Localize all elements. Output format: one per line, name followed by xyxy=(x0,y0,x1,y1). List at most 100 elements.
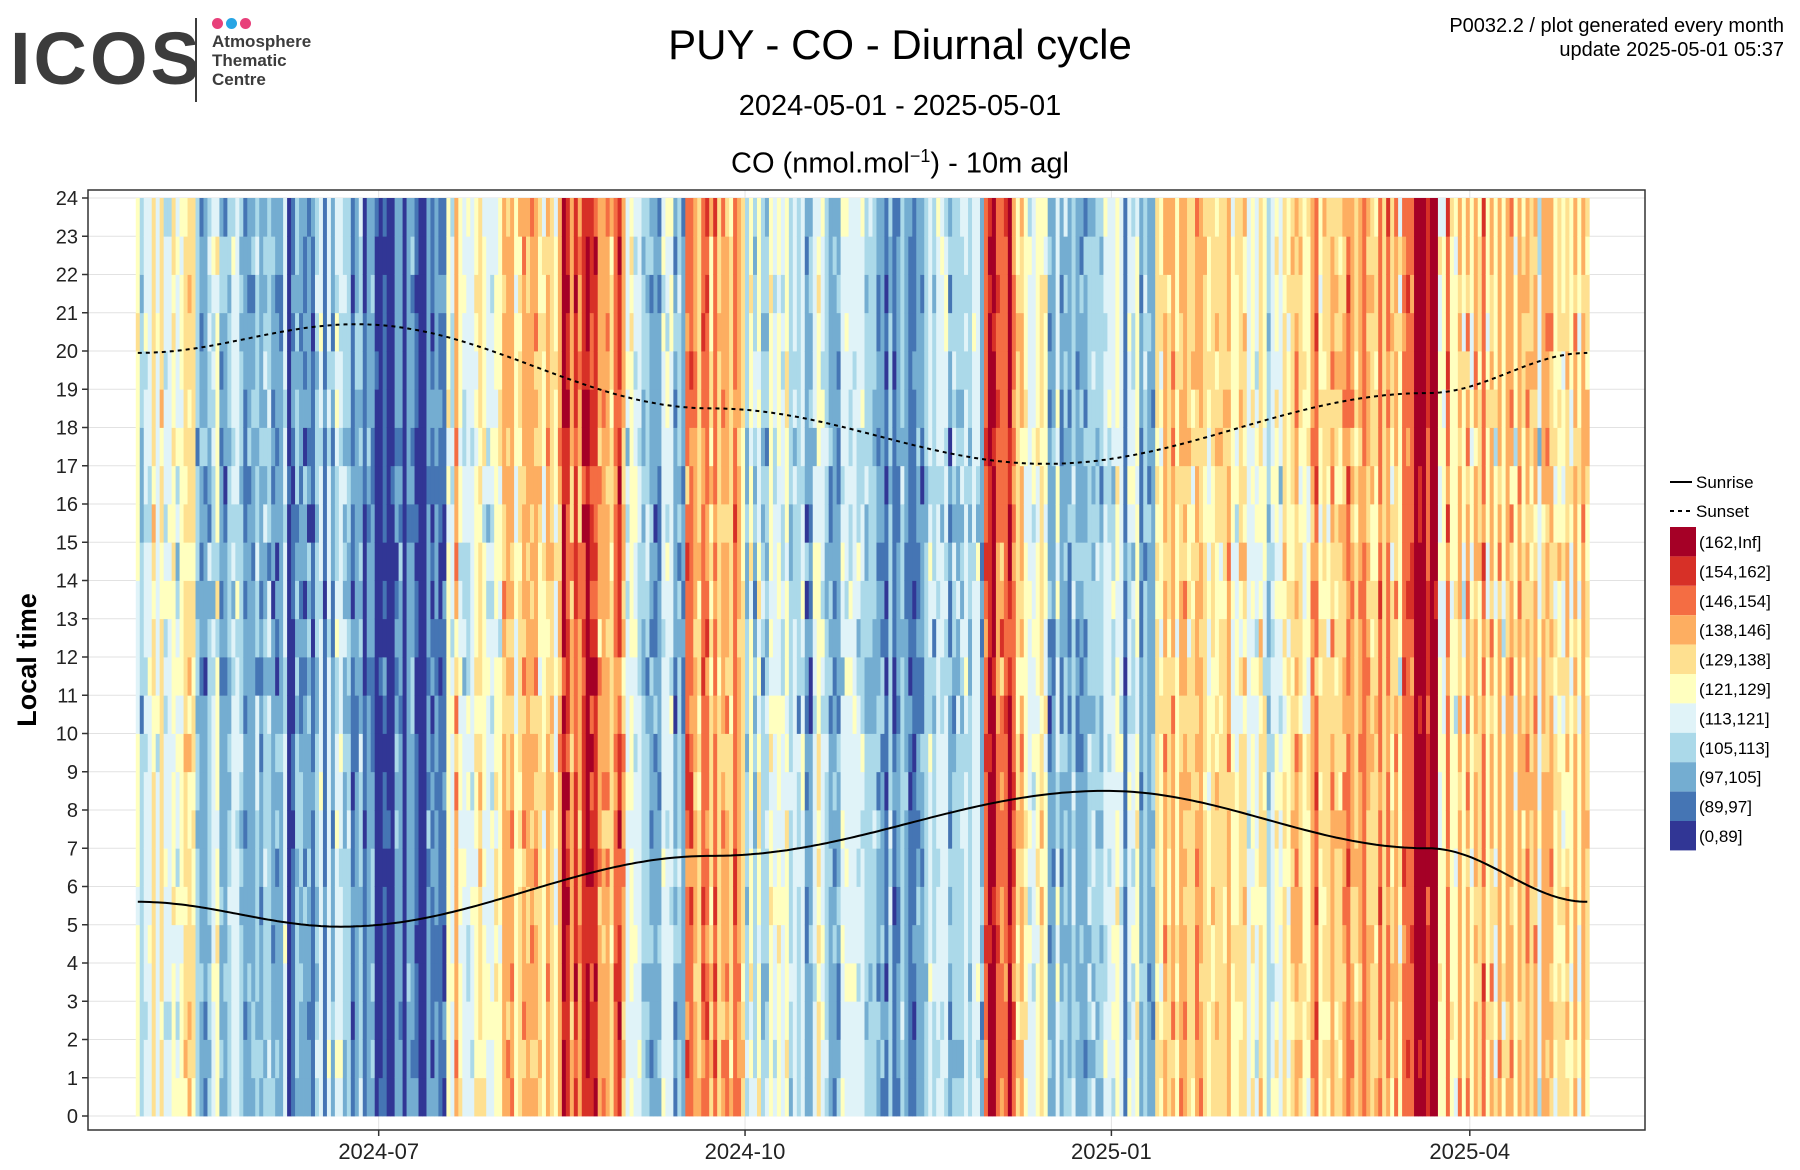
heatmap-cell xyxy=(581,886,587,926)
heatmap-cell xyxy=(474,848,479,887)
heatmap-cell xyxy=(597,1001,603,1040)
heatmap-cell xyxy=(569,542,575,581)
heatmap-cell xyxy=(677,771,682,811)
heatmap-cell xyxy=(279,236,284,275)
heatmap-cell xyxy=(661,580,666,620)
heatmap-cell xyxy=(135,771,141,811)
heatmap-cell xyxy=(406,1001,411,1040)
heatmap-cell xyxy=(458,886,463,926)
heatmap-cell xyxy=(685,810,690,849)
heatmap-cell xyxy=(928,810,933,849)
heatmap-cell xyxy=(374,427,380,467)
heatmap-cell xyxy=(693,580,698,620)
heatmap-cell xyxy=(502,733,507,773)
heatmap-cell xyxy=(737,542,742,581)
heatmap-cell xyxy=(502,810,507,849)
heatmap-cell xyxy=(717,695,722,734)
heatmap-cell xyxy=(653,198,658,237)
heatmap-cell xyxy=(275,389,280,428)
heatmap-cell xyxy=(681,695,686,734)
heatmap-cell xyxy=(470,504,475,543)
heatmap-cell xyxy=(613,886,619,926)
heatmap-cell xyxy=(860,848,865,887)
heatmap-cell xyxy=(756,465,762,505)
heatmap-cell xyxy=(541,351,547,390)
heatmap-cell xyxy=(295,1077,300,1117)
heatmap-cell xyxy=(139,886,145,926)
heatmap-cell xyxy=(705,198,710,237)
heatmap-cell xyxy=(179,771,184,811)
heatmap-cell xyxy=(370,198,376,237)
heatmap-cell xyxy=(243,963,248,1002)
heatmap-cell xyxy=(573,810,579,849)
heatmap-cell xyxy=(545,886,551,926)
heatmap-cell xyxy=(410,733,415,773)
heatmap-cell xyxy=(430,427,435,467)
plot-id-line: P0032.2 / plot generated every month xyxy=(1449,15,1784,37)
heatmap-cell xyxy=(322,886,328,926)
heatmap-cell xyxy=(912,542,917,581)
heatmap-cell xyxy=(438,924,443,964)
heatmap-cell xyxy=(932,542,937,581)
heatmap-cell xyxy=(151,274,157,314)
heatmap-cell xyxy=(928,1001,933,1040)
heatmap-cell xyxy=(402,1039,407,1079)
heatmap-cell xyxy=(884,886,889,926)
heatmap-cell xyxy=(490,771,495,811)
heatmap-cell xyxy=(892,504,897,543)
heatmap-cell xyxy=(617,963,623,1002)
heatmap-cell xyxy=(637,733,642,773)
heatmap-cell xyxy=(593,1001,599,1040)
heatmap-cell xyxy=(577,312,583,352)
heatmap-cell xyxy=(669,886,674,926)
heatmap-cell xyxy=(884,351,889,390)
heatmap-cell xyxy=(880,963,885,1002)
heatmap-cell xyxy=(255,236,260,275)
heatmap-cell xyxy=(900,198,905,237)
heatmap-cell xyxy=(530,657,535,696)
heatmap-cell xyxy=(812,963,818,1002)
heatmap-cell xyxy=(880,695,885,734)
heatmap-cell xyxy=(303,312,308,352)
heatmap-cell xyxy=(414,274,419,314)
heatmap-cell xyxy=(641,236,646,275)
heatmap-cell xyxy=(175,542,180,581)
heatmap-cell xyxy=(729,504,734,543)
heatmap-cell xyxy=(386,963,392,1002)
heatmap-cell xyxy=(350,580,356,620)
heatmap-cell xyxy=(916,504,921,543)
heatmap-cell xyxy=(179,1001,184,1040)
heatmap-cell xyxy=(908,580,913,620)
heatmap-cell xyxy=(764,924,770,964)
heatmap-cell xyxy=(768,618,774,658)
heatmap-cell xyxy=(617,1077,623,1117)
heatmap-cell xyxy=(808,810,814,849)
heatmap-cell xyxy=(350,1077,356,1117)
heatmap-cell xyxy=(569,465,575,505)
heatmap-cell xyxy=(450,1001,455,1040)
heatmap-cell xyxy=(816,1077,822,1117)
heatmap-cell xyxy=(725,542,730,581)
heatmap-cell xyxy=(932,427,937,467)
heatmap-cell xyxy=(581,695,587,734)
heatmap-cell xyxy=(506,1077,511,1117)
heatmap-cell xyxy=(537,312,543,352)
heatmap-cell xyxy=(912,733,917,773)
heatmap-cell xyxy=(494,312,499,352)
heatmap-cell xyxy=(609,274,615,314)
heatmap-cell xyxy=(601,1001,607,1040)
heatmap-cell xyxy=(446,695,451,734)
heatmap-cell xyxy=(549,924,555,964)
heatmap-cell xyxy=(932,465,937,505)
heatmap-cell xyxy=(171,657,177,696)
heatmap-cell xyxy=(303,1039,308,1079)
heatmap-cell xyxy=(677,695,682,734)
heatmap-cell xyxy=(808,771,814,811)
heatmap-cell xyxy=(852,963,857,1002)
heatmap-cell xyxy=(247,465,252,505)
heatmap-cell xyxy=(450,924,455,964)
heatmap-cell xyxy=(370,504,376,543)
heatmap-cell xyxy=(932,886,937,926)
heatmap-cell xyxy=(733,236,738,275)
heatmap-cell xyxy=(561,924,567,964)
